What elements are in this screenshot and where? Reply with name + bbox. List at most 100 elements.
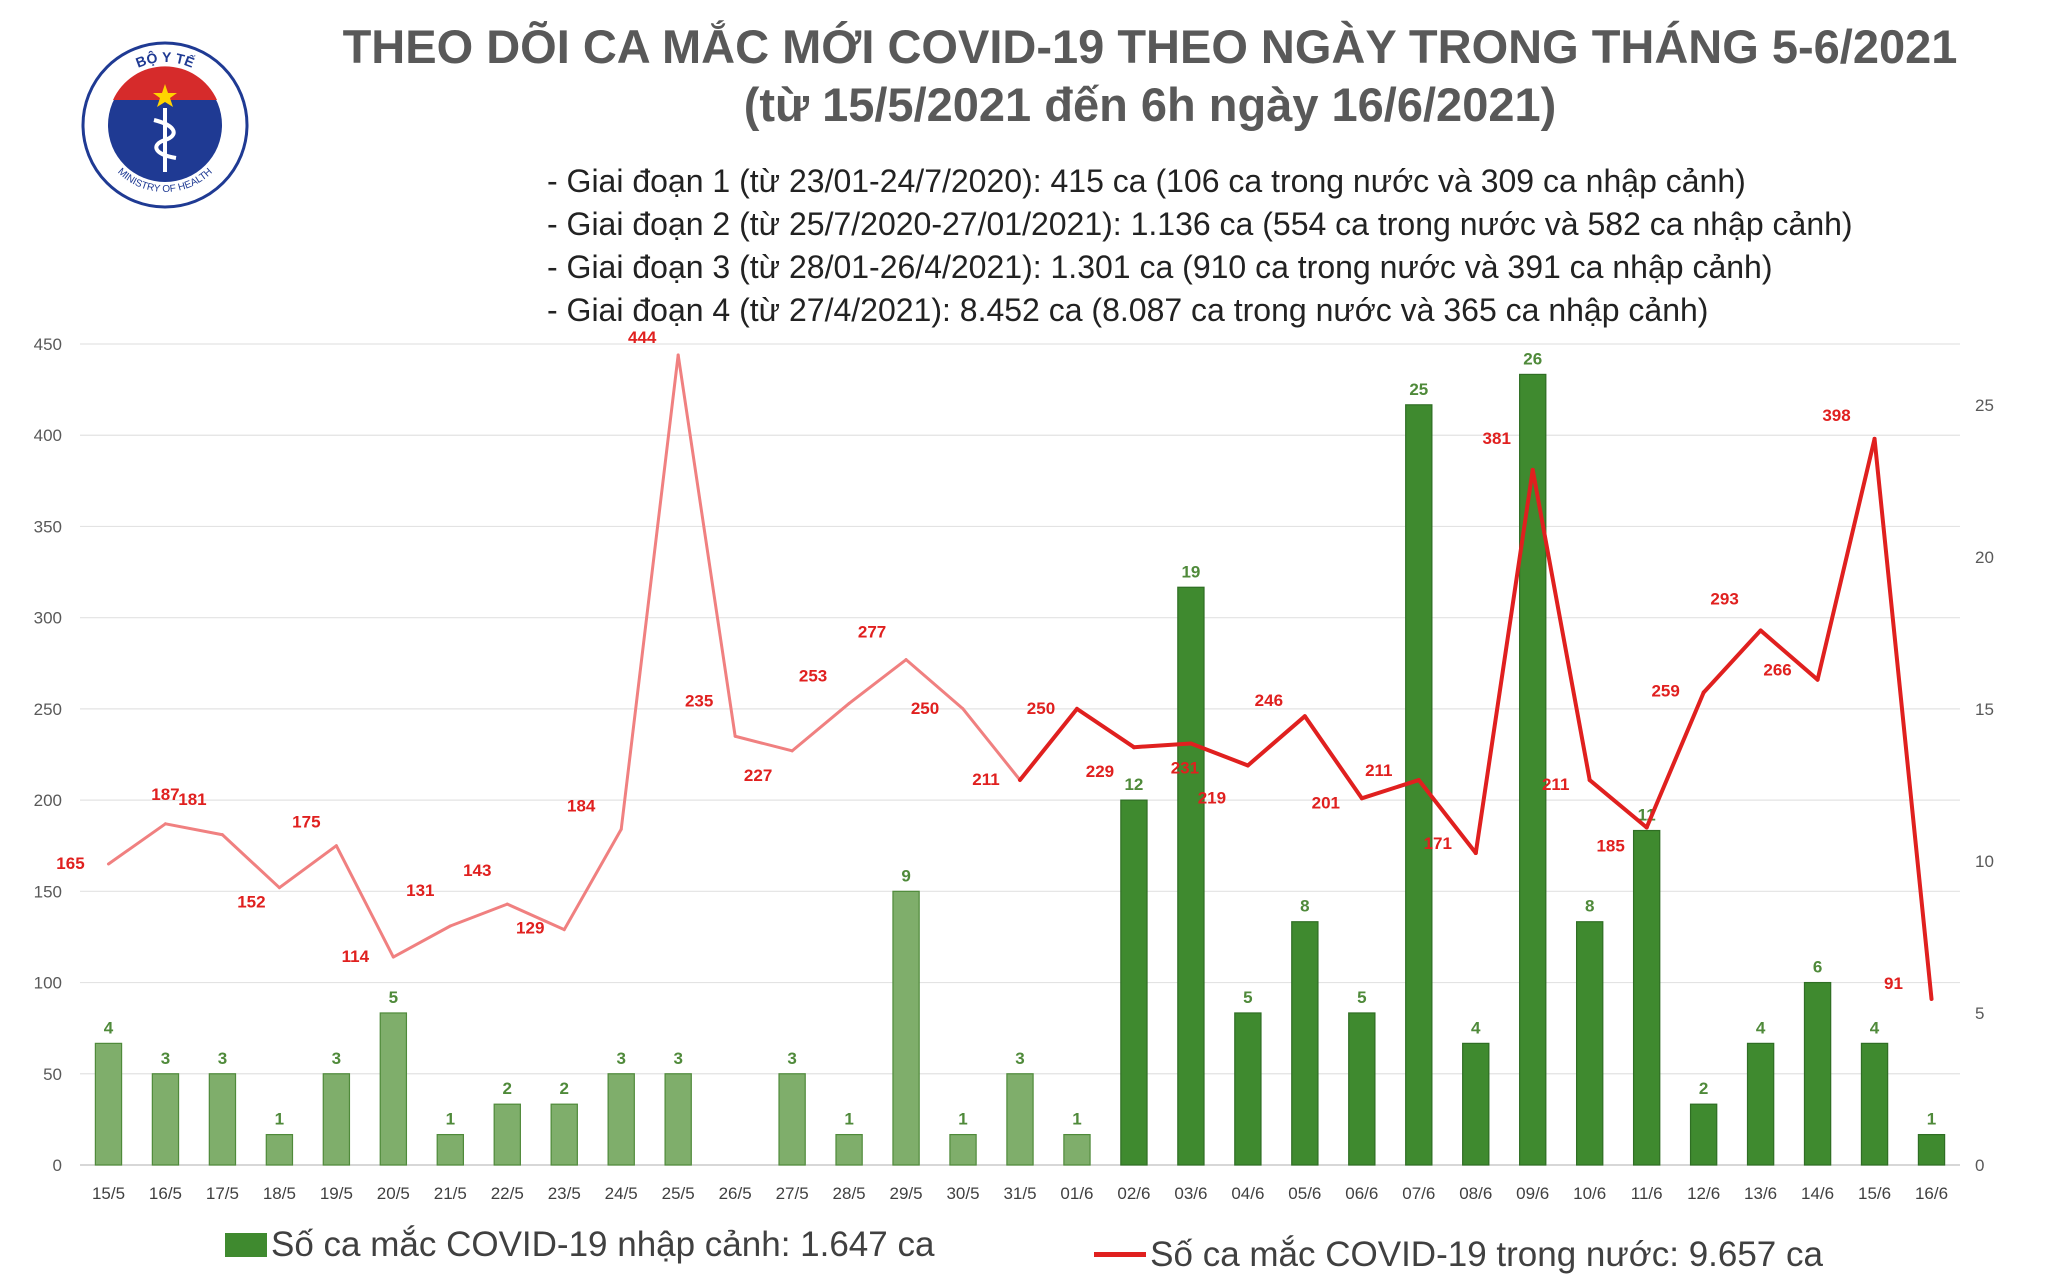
- line-value-label: 152: [237, 893, 265, 912]
- bar-value-label: 2: [503, 1079, 512, 1098]
- chart-subtitle: (từ 15/5/2021 đến 6h ngày 16/6/2021): [743, 78, 1557, 131]
- bar-value-label: 3: [218, 1049, 227, 1068]
- x-tick-label: 07/6: [1402, 1184, 1435, 1203]
- line-value-label: 211: [1542, 775, 1569, 794]
- phase-summary: - Giai đoạn 1 (từ 23/01-24/7/2020): 415 …: [547, 160, 1853, 332]
- legend-domestic-label: Số ca mắc COVID-19 trong nước: 9.657 ca: [1150, 1234, 1823, 1274]
- line-segment: [1644, 690, 1706, 830]
- line-value-label: 129: [516, 919, 544, 938]
- line-segment: [1188, 741, 1250, 768]
- line-segment: [1074, 706, 1136, 750]
- x-tick-label: 05/6: [1288, 1184, 1321, 1203]
- line-value-label: 91: [1884, 974, 1903, 993]
- x-tick-label: 20/5: [377, 1184, 410, 1203]
- bar-value-label: 5: [1243, 988, 1252, 1007]
- line-value-label: 229: [1086, 762, 1114, 781]
- y-left-tick-label: 250: [34, 700, 62, 719]
- line-segment: [391, 924, 452, 959]
- bar-value-label: 8: [1300, 897, 1309, 916]
- bar: [607, 1073, 635, 1166]
- line-value-label: 171: [1424, 834, 1452, 853]
- line-value-label: 175: [292, 813, 320, 832]
- legend-imported-label: Số ca mắc COVID-19 nhập cảnh: 1.647 ca: [271, 1225, 935, 1264]
- y-right-tick-label: 20: [1975, 548, 1994, 567]
- line-segment: [106, 822, 167, 866]
- x-tick-label: 31/5: [1003, 1184, 1036, 1203]
- legend-line-swatch: [1094, 1252, 1147, 1257]
- legend-domestic: Số ca mắc COVID-19 trong nước: 9.657 ca: [1094, 1235, 1823, 1275]
- bar: [892, 890, 920, 1166]
- bar: [208, 1073, 237, 1166]
- line-segment: [1587, 778, 1649, 830]
- bar: [1120, 799, 1148, 1166]
- line-segment: [847, 658, 908, 705]
- bar-value-label: 4: [104, 1018, 114, 1037]
- line-segment: [904, 658, 965, 711]
- line-value-label: 185: [1596, 836, 1624, 855]
- y-right-tick-label: 0: [1975, 1156, 1984, 1175]
- y-left-tick-label: 100: [34, 974, 62, 993]
- phase-2-text: - Giai đoạn 2 (từ 25/7/2020-27/01/2021):…: [547, 206, 1853, 242]
- legend-imported: Số ca mắc COVID-19 nhập cảnh: 1.647 ca: [225, 1225, 934, 1265]
- x-tick-label: 13/6: [1744, 1184, 1777, 1203]
- bar-value-label: 4: [1870, 1018, 1880, 1037]
- x-tick-label: 24/5: [605, 1184, 638, 1203]
- line-value-label: 227: [744, 766, 772, 785]
- line-segment: [1416, 778, 1478, 856]
- bar-value-label: 1: [1072, 1110, 1081, 1129]
- bar-value-label: 12: [1124, 775, 1143, 794]
- bar-value-label: 3: [616, 1049, 625, 1068]
- bar: [322, 1073, 351, 1166]
- y-right-tick-label: 5: [1975, 1004, 1984, 1023]
- y-right-tick-label: 10: [1975, 852, 1994, 871]
- line-segment: [163, 822, 224, 837]
- bar-value-label: 26: [1523, 349, 1542, 368]
- bar: [949, 1133, 977, 1166]
- chart-title: THEO DÕI CA MẮC MỚI COVID-19 THEO NGÀY T…: [342, 20, 1958, 73]
- x-tick-label: 15/5: [92, 1184, 125, 1203]
- line-segment: [505, 902, 566, 932]
- bar-value-label: 1: [958, 1110, 967, 1129]
- bar: [1063, 1133, 1091, 1166]
- phase-4-text: - Giai đoạn 4 (từ 27/4/2021): 8.452 ca (…: [547, 292, 1709, 328]
- bar: [151, 1073, 180, 1166]
- line-segment: [1359, 778, 1421, 801]
- y-left-tick-label: 150: [34, 882, 62, 901]
- x-tick-label: 18/5: [263, 1184, 296, 1203]
- line-value-label: 444: [628, 328, 657, 347]
- bar: [1860, 1042, 1889, 1166]
- bar-value-label: 19: [1181, 562, 1200, 581]
- line-value-label: 187: [151, 785, 179, 804]
- bar-value-label: 3: [673, 1049, 682, 1068]
- bar: [550, 1103, 578, 1166]
- bar: [1291, 921, 1319, 1166]
- line-value-label: 143: [463, 861, 491, 880]
- bar: [1348, 1012, 1376, 1166]
- bar: [1006, 1073, 1034, 1166]
- bar-value-label: 8: [1585, 897, 1594, 916]
- x-tick-label: 08/6: [1459, 1184, 1492, 1203]
- line-segment: [334, 844, 395, 959]
- bar-value-label: 3: [1015, 1049, 1024, 1068]
- line-value-label: 184: [567, 796, 596, 815]
- y-left-tick-label: 450: [34, 335, 62, 354]
- bar-value-label: 4: [1756, 1018, 1766, 1037]
- x-tick-label: 06/6: [1345, 1184, 1378, 1203]
- x-tick-label: 15/6: [1858, 1184, 1891, 1203]
- title-block: THEO DÕI CA MẮC MỚI COVID-19 THEO NGÀY T…: [300, 18, 2000, 134]
- bar: [1746, 1042, 1775, 1166]
- y-left-tick-label: 50: [43, 1065, 62, 1084]
- line-segment: [1701, 628, 1763, 695]
- bar-value-label: 3: [332, 1049, 341, 1068]
- bar: [436, 1133, 465, 1166]
- line-segment: [619, 353, 680, 831]
- y-left-tick-label: 0: [53, 1156, 62, 1175]
- bar: [1689, 1103, 1718, 1166]
- bar-value-label: 1: [844, 1110, 853, 1129]
- line-value-label: 231: [1171, 759, 1199, 778]
- bar: [1234, 1012, 1262, 1166]
- bar-value-label: 1: [275, 1110, 284, 1129]
- bar: [1803, 981, 1832, 1166]
- line-value-label: 131: [406, 881, 434, 900]
- line-value-label: 114: [342, 947, 370, 966]
